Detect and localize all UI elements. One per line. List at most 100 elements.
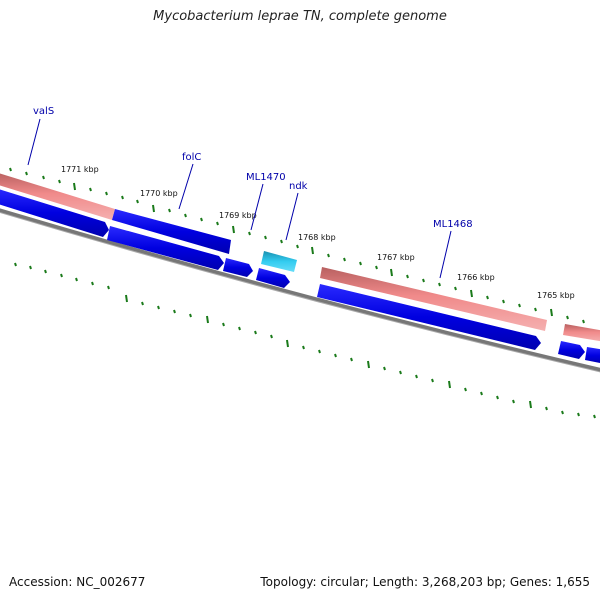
gene-label-ndk[interactable]: ndk — [289, 181, 308, 192]
tick-mark — [14, 262, 17, 267]
tick-mark — [582, 319, 585, 324]
tick-mark — [136, 199, 139, 204]
tick-mark — [512, 399, 515, 404]
gene-feature-folc[interactable] — [112, 209, 231, 254]
tick-mark — [480, 391, 483, 396]
rna-feature[interactable] — [0, 172, 115, 220]
tick-mark — [152, 204, 155, 213]
tick-mark — [327, 253, 330, 258]
tick-mark — [464, 387, 467, 392]
scale-label: 1771 kbp — [61, 165, 99, 174]
tick-mark — [470, 289, 473, 298]
scale-labels: 1771 kbp 1770 kbp 1769 kbp 1768 kbp 1767… — [61, 165, 575, 300]
gene-feature[interactable] — [223, 258, 253, 277]
genome-backbone — [0, 208, 600, 372]
tick-mark — [529, 400, 532, 409]
tick-mark — [105, 191, 108, 196]
tick-mark — [367, 360, 370, 369]
tick-mark — [25, 171, 28, 176]
tick-mark — [577, 412, 580, 417]
callout-line — [285, 192, 299, 241]
tick-mark — [73, 182, 76, 191]
tick-mark — [206, 315, 209, 324]
tick-mark — [496, 395, 499, 400]
tick-mark — [121, 195, 124, 200]
scale-label: 1765 kbp — [537, 291, 575, 300]
scale-label: 1766 kbp — [457, 273, 495, 282]
tick-mark — [438, 282, 441, 287]
tick-mark — [107, 285, 110, 290]
scale-label: 1770 kbp — [140, 189, 178, 198]
tick-mark — [173, 309, 176, 314]
tick-mark — [232, 225, 235, 234]
gene-label-ml1470[interactable]: ML1470 — [246, 172, 286, 183]
tick-mark — [415, 374, 418, 379]
gene-track — [0, 188, 600, 364]
scale-label: 1769 kbp — [219, 211, 257, 220]
rna-feature[interactable] — [320, 267, 547, 331]
gene-feature-ml1470[interactable] — [256, 268, 290, 288]
tick-mark — [270, 334, 273, 339]
tick-mark — [448, 380, 451, 389]
tick-mark — [29, 265, 32, 270]
tick-mark — [502, 299, 505, 304]
tick-mark — [222, 322, 225, 327]
gene-feature[interactable] — [558, 341, 585, 359]
tick-mark — [566, 315, 569, 320]
tick-mark — [431, 378, 434, 383]
scale-label: 1767 kbp — [377, 253, 415, 262]
tick-mark — [141, 301, 144, 306]
gene-feature-vals[interactable] — [0, 188, 109, 237]
tick-mark — [254, 330, 257, 335]
tick-mark — [189, 313, 192, 318]
gene-label-vals[interactable]: valS — [33, 106, 54, 117]
tick-mark — [248, 231, 251, 236]
tick-mark — [44, 269, 47, 274]
gene-callouts — [27, 118, 452, 279]
map-title: Mycobacterium leprae TN, complete genome — [153, 9, 447, 24]
rna-feature[interactable] — [563, 324, 600, 342]
tick-mark — [486, 295, 489, 300]
tick-mark — [593, 414, 596, 419]
tick-mark — [75, 277, 78, 282]
rna-track — [0, 172, 600, 342]
callout-line — [178, 163, 194, 210]
tick-mark — [406, 274, 409, 279]
tick-mark — [58, 179, 61, 184]
tick-mark — [383, 366, 386, 371]
gene-label-folc[interactable]: folC — [182, 152, 201, 163]
tick-mark — [534, 307, 537, 312]
tick-mark — [311, 246, 314, 255]
callout-line — [27, 118, 41, 166]
gene-feature-ndk[interactable] — [261, 251, 297, 272]
tick-mark — [296, 244, 299, 249]
tick-mark — [280, 239, 283, 244]
tick-mark — [350, 357, 353, 362]
tick-mark — [422, 278, 425, 283]
tick-mark — [390, 268, 393, 277]
tick-mark — [561, 410, 564, 415]
tick-mark — [334, 353, 337, 358]
tick-mark — [454, 286, 457, 291]
tick-mark — [60, 273, 63, 278]
gene-feature[interactable] — [585, 347, 600, 364]
tick-mark — [216, 221, 219, 226]
tick-mark — [9, 167, 12, 172]
genome-summary-text: Topology: circular; Length: 3,268,203 bp… — [260, 575, 590, 589]
gene-feature[interactable] — [107, 226, 224, 270]
scale-label: 1768 kbp — [298, 233, 336, 242]
tick-mark — [264, 235, 267, 240]
callout-line — [439, 230, 452, 279]
tick-mark — [359, 261, 362, 266]
tick-mark — [125, 294, 128, 303]
gene-label-ml1468[interactable]: ML1468 — [433, 219, 473, 230]
tick-mark — [200, 217, 203, 222]
tick-mark — [157, 305, 160, 310]
inner-tick-ring — [14, 262, 596, 419]
tick-mark — [545, 406, 548, 411]
tick-mark — [91, 281, 94, 286]
gene-feature-ml1468[interactable] — [317, 284, 541, 350]
tick-mark — [42, 175, 45, 180]
tick-mark — [89, 187, 92, 192]
